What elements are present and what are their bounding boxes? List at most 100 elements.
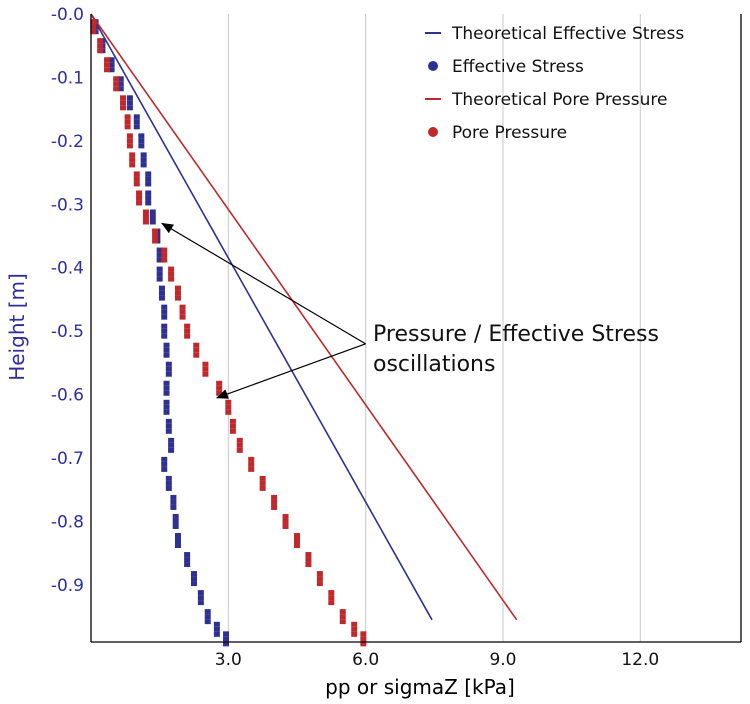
data-point [184, 323, 191, 329]
plot-series [90, 13, 518, 647]
data-point [90, 29, 97, 35]
data-point [172, 513, 179, 519]
data-point [133, 181, 140, 187]
data-point [163, 385, 170, 391]
data-point [90, 19, 97, 25]
data-point [236, 442, 243, 448]
data-point [184, 333, 191, 339]
data-point [190, 571, 197, 577]
data-point [271, 494, 278, 500]
data-point [202, 371, 209, 377]
data-point [90, 24, 97, 30]
data-point [152, 228, 159, 234]
data-point [172, 523, 179, 529]
data-point [126, 95, 133, 101]
data-point [129, 162, 136, 168]
data-point [225, 399, 232, 405]
data-point [184, 557, 191, 563]
data-point [161, 314, 168, 320]
data-point [197, 595, 204, 601]
data-point [133, 124, 140, 130]
data-point [126, 100, 133, 106]
data-point [316, 576, 323, 582]
annotation: Pressure / Effective Stress oscillations [161, 222, 659, 399]
data-point [117, 81, 124, 87]
data-point [161, 333, 168, 339]
data-point [126, 143, 133, 149]
data-point [293, 538, 300, 544]
data-point [316, 571, 323, 577]
data-point [184, 328, 191, 334]
data-point [328, 590, 335, 596]
data-point [113, 76, 120, 82]
data-point [163, 352, 170, 358]
data-point [145, 176, 152, 182]
legend-marker-dot [428, 61, 438, 71]
data-point [202, 361, 209, 367]
data-point [161, 456, 168, 462]
data-point [133, 171, 140, 177]
data-point [170, 494, 177, 500]
y-tick-label: -0.7 [51, 449, 84, 469]
data-point [248, 456, 255, 462]
data-point [248, 466, 255, 472]
data-point [126, 105, 133, 111]
data-point [149, 214, 156, 220]
data-point [149, 219, 156, 225]
data-point [236, 437, 243, 443]
data-point [282, 518, 289, 524]
y-tick-label: -0.8 [51, 512, 84, 532]
data-point [174, 543, 181, 549]
data-point [138, 143, 145, 149]
data-point [259, 475, 266, 481]
data-point [165, 371, 172, 377]
data-point [168, 447, 175, 453]
data-point [133, 176, 140, 182]
grid-lines [227, 14, 641, 642]
data-point [339, 609, 346, 615]
data-point [97, 48, 104, 54]
data-point [351, 626, 358, 632]
data-point [165, 485, 172, 491]
data-point [179, 304, 186, 310]
legend-label: Theoretical Pore Pressure [451, 90, 668, 110]
axes [90, 14, 742, 643]
data-point [316, 581, 323, 587]
data-point [193, 347, 200, 353]
data-point [138, 138, 145, 144]
data-point [197, 590, 204, 596]
data-point [223, 641, 230, 647]
data-point [163, 342, 170, 348]
data-point [271, 499, 278, 505]
legend-marker-dot [428, 127, 438, 137]
data-point [163, 409, 170, 415]
data-point [161, 309, 168, 315]
data-point [179, 309, 186, 315]
data-point [156, 266, 163, 272]
data-point [108, 57, 115, 63]
y-tick-label: -0.3 [51, 195, 84, 215]
data-point [216, 385, 223, 391]
y-tick-label: -0.5 [51, 322, 84, 342]
data-point [259, 485, 266, 491]
data-point [163, 347, 170, 353]
data-point [190, 576, 197, 582]
data-point [170, 499, 177, 505]
data-point [328, 595, 335, 601]
y-tick-label: -0.0 [51, 5, 84, 25]
data-point [161, 252, 168, 258]
data-point [140, 157, 147, 163]
data-point [168, 442, 175, 448]
data-point [168, 276, 175, 282]
data-point [165, 475, 172, 481]
data-point [152, 238, 159, 244]
data-point [174, 538, 181, 544]
data-point [97, 43, 104, 49]
data-point [204, 614, 211, 620]
x-tick-label: 9.0 [489, 650, 516, 670]
data-point [168, 266, 175, 272]
x-tick-label: 3.0 [215, 650, 242, 670]
y-tick-label: -0.4 [51, 259, 84, 279]
data-point [140, 162, 147, 168]
